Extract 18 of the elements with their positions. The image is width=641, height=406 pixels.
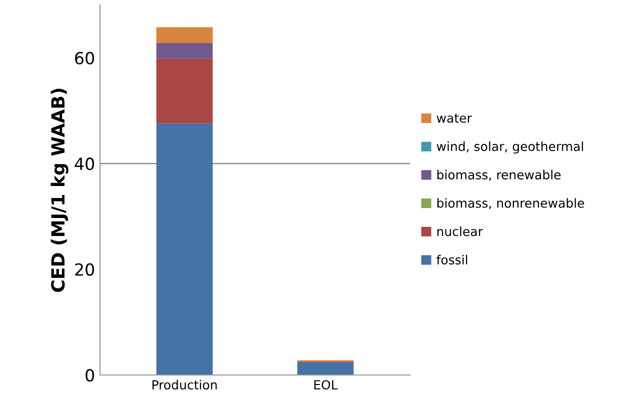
legend-label: wind, solar, geothermal bbox=[436, 141, 583, 154]
x-tick-label: EOL bbox=[314, 380, 338, 390]
legend-label: biomass, renewable bbox=[437, 170, 561, 181]
legend-label: nuclear bbox=[437, 226, 483, 236]
x-tick-label: Production bbox=[152, 380, 217, 390]
y-tick-label: 40 bbox=[74, 158, 94, 170]
y-axis-title: CED (MJ/1 kg WAAB) bbox=[50, 88, 68, 292]
bar bbox=[156, 123, 213, 375]
legend-label: fossil bbox=[436, 254, 468, 264]
bar bbox=[156, 27, 213, 44]
bar bbox=[156, 58, 213, 124]
bar bbox=[297, 362, 354, 375]
y-tick-label: 60 bbox=[75, 52, 94, 64]
legend-label: water bbox=[436, 114, 472, 123]
y-tick-label: 0 bbox=[86, 368, 94, 382]
y-tick-label: 20 bbox=[75, 263, 94, 276]
legend-label: biomass, nonrenewable bbox=[437, 198, 584, 210]
bar bbox=[156, 43, 213, 59]
